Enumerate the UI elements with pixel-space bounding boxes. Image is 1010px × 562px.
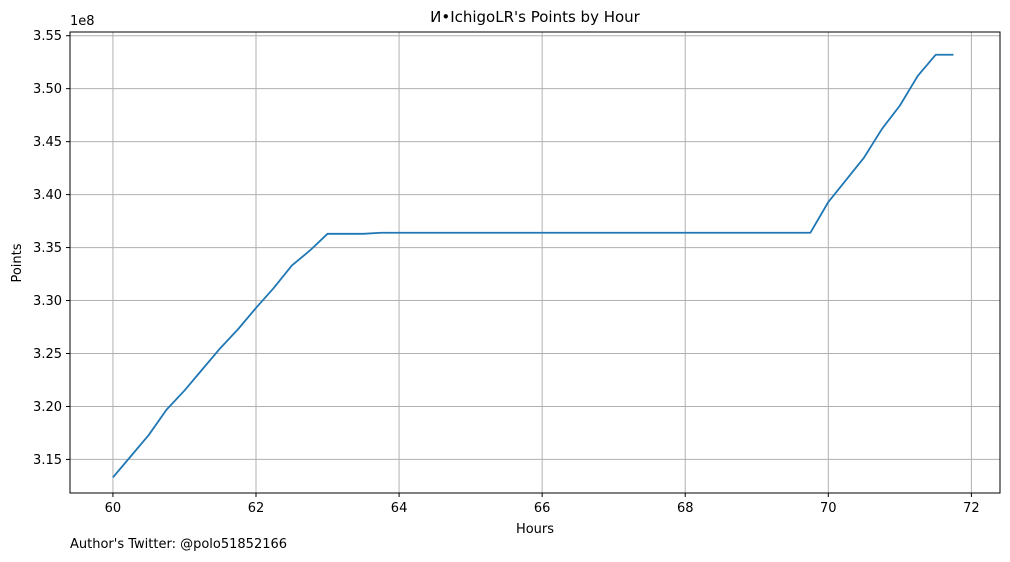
y-tick-label: 3.50 — [33, 82, 62, 97]
y-tick-label: 3.35 — [33, 241, 62, 256]
chart-title: И•IchigoLR's Points by Hour — [430, 8, 641, 26]
x-tick-label: 72 — [963, 501, 980, 516]
y-tick-label: 3.30 — [33, 294, 62, 309]
y-tick-label: 3.20 — [33, 400, 62, 415]
points-series-line — [112, 53, 954, 479]
ticks: 60 62 64 66 68 70 72 3.15 3.20 3.25 3.30 3.35 3.40 3.… — [33, 29, 980, 516]
series-layer — [112, 53, 954, 479]
author-credit: Author's Twitter: @polo51852166 — [70, 537, 288, 552]
x-tick-label: 62 — [248, 501, 265, 516]
grid — [70, 32, 1000, 493]
y-tick-label: 3.15 — [33, 453, 62, 468]
x-tick-label: 64 — [391, 501, 408, 516]
y-tick-label: 3.40 — [33, 188, 62, 203]
x-tick-label: 66 — [534, 501, 551, 516]
y-tick-label: 3.45 — [33, 135, 62, 150]
y-axis-label: Points — [10, 243, 25, 282]
y-tick-label: 3.55 — [33, 29, 62, 44]
x-axis-label: Hours — [516, 522, 554, 537]
y-scale-multiplier: 1e8 — [70, 14, 95, 29]
plot-frame — [69, 31, 1001, 494]
x-tick-label: 70 — [820, 501, 837, 516]
x-tick-label: 60 — [105, 501, 122, 516]
y-tick-label: 3.25 — [33, 347, 62, 362]
x-tick-label: 68 — [677, 501, 694, 516]
